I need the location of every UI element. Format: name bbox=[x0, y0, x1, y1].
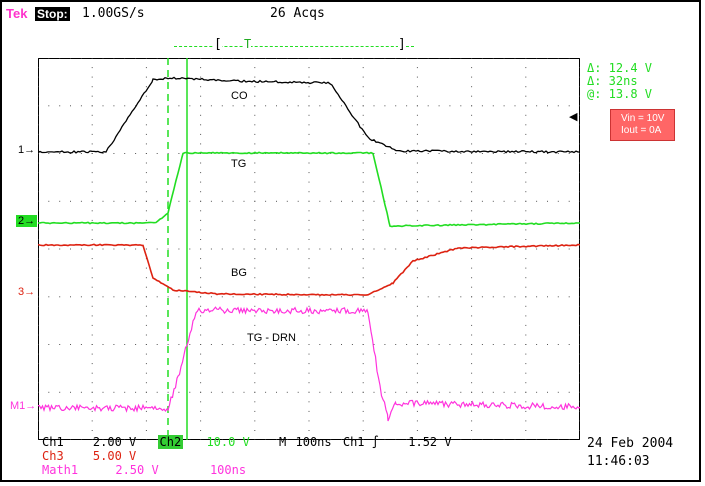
test-conditions-note: Vin = 10V Iout = 0A bbox=[610, 109, 675, 141]
math1-timebase: 100ns bbox=[210, 463, 246, 477]
ch1-marker[interactable]: 1→ bbox=[18, 144, 35, 156]
time: 11:46:03 bbox=[587, 453, 673, 471]
trigger-source: Ch1 bbox=[343, 435, 365, 449]
channel-settings: Ch1 2.00 V Ch2 10.0 V M 100ns Ch1 ∫ 1.52… bbox=[42, 435, 452, 477]
cursor-readout: Δ: 12.4 V Δ: 32ns @: 13.8 V bbox=[587, 62, 652, 101]
trace-label-tg: TG bbox=[231, 158, 246, 170]
ch3-marker[interactable]: 3→ bbox=[18, 286, 35, 298]
date: 24 Feb 2004 bbox=[587, 435, 673, 453]
math1-label: Math1 bbox=[42, 463, 78, 477]
record-window-right: ] bbox=[398, 37, 406, 52]
trigger-level: 1.52 V bbox=[408, 435, 451, 449]
ch3-label: Ch3 bbox=[42, 449, 64, 463]
timebase-label: M bbox=[279, 435, 286, 449]
record-window-left: [ bbox=[214, 37, 222, 52]
trigger-position-marker: T bbox=[244, 37, 251, 51]
acquisition-count: 26 Acqs bbox=[270, 6, 325, 21]
trigger-position-bar: [ T ] bbox=[174, 38, 414, 54]
ch1-scale: 2.00 V bbox=[93, 435, 136, 449]
math1-scale: 2.50 V bbox=[115, 463, 158, 477]
ch2-label: Ch2 bbox=[158, 435, 184, 449]
math1-marker[interactable]: M1→ bbox=[10, 400, 36, 412]
graticule bbox=[38, 58, 580, 440]
trigger-level-icon: ◀ bbox=[569, 110, 577, 123]
trace-label-bg: BG bbox=[231, 267, 247, 279]
ch1-label: Ch1 bbox=[42, 435, 64, 449]
trace-label-tg-drn: TG - DRN bbox=[247, 332, 296, 344]
sample-rate: 1.00GS/s bbox=[82, 6, 145, 21]
timebase: 100ns bbox=[296, 435, 332, 449]
brand-label: Tek bbox=[6, 6, 27, 21]
trace-label-co: CO bbox=[231, 90, 248, 102]
acquisition-state: Stop: bbox=[35, 7, 70, 21]
ch3-scale: 5.00 V bbox=[93, 449, 136, 463]
ch2-scale: 10.0 V bbox=[206, 435, 249, 449]
timestamp: 24 Feb 2004 11:46:03 bbox=[587, 435, 673, 471]
trigger-slope-icon: ∫ bbox=[372, 435, 379, 449]
ch2-marker[interactable]: 2→ bbox=[16, 215, 37, 227]
readout-at-v: @: 13.8 V bbox=[587, 88, 652, 101]
